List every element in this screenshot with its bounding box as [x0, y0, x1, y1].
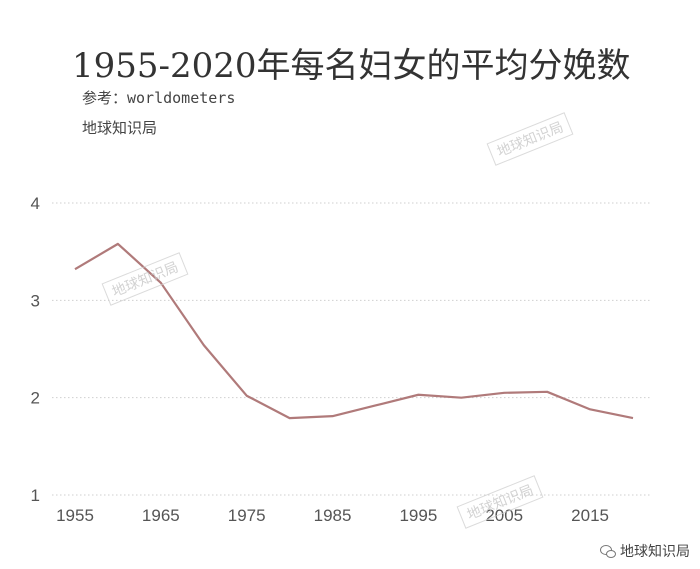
x-tick-label: 1995 — [399, 506, 437, 525]
series-line — [74, 242, 634, 420]
footer-brand-label: 地球知识局 — [620, 544, 690, 560]
x-tick-label: 1985 — [314, 506, 352, 525]
y-tick-label: 4 — [31, 194, 40, 213]
x-tick-label: 2015 — [571, 506, 609, 525]
x-tick-label: 2005 — [485, 506, 523, 525]
x-tick-label: 1955 — [56, 506, 94, 525]
x-tick-label: 1975 — [228, 506, 266, 525]
gridlines — [52, 202, 650, 496]
source-note: 参考：worldometers — [82, 89, 236, 107]
y-tick-label: 3 — [31, 291, 40, 310]
chart-title: 1955-2020年每名妇女的平均分娩数 — [72, 46, 631, 86]
footer-brand: 地球知识局 — [600, 541, 690, 561]
y-axis-ticks: 1 2 3 4 — [31, 194, 40, 505]
y-tick-label: 1 — [31, 486, 40, 505]
x-axis-ticks: 1955 1965 1975 1985 1995 2005 2015 — [56, 506, 609, 525]
series-group — [74, 242, 634, 420]
y-tick-label: 2 — [31, 389, 40, 408]
brand-label: 地球知识局 — [82, 119, 158, 137]
wechat-icon — [600, 544, 616, 558]
x-tick-label: 1965 — [142, 506, 180, 525]
